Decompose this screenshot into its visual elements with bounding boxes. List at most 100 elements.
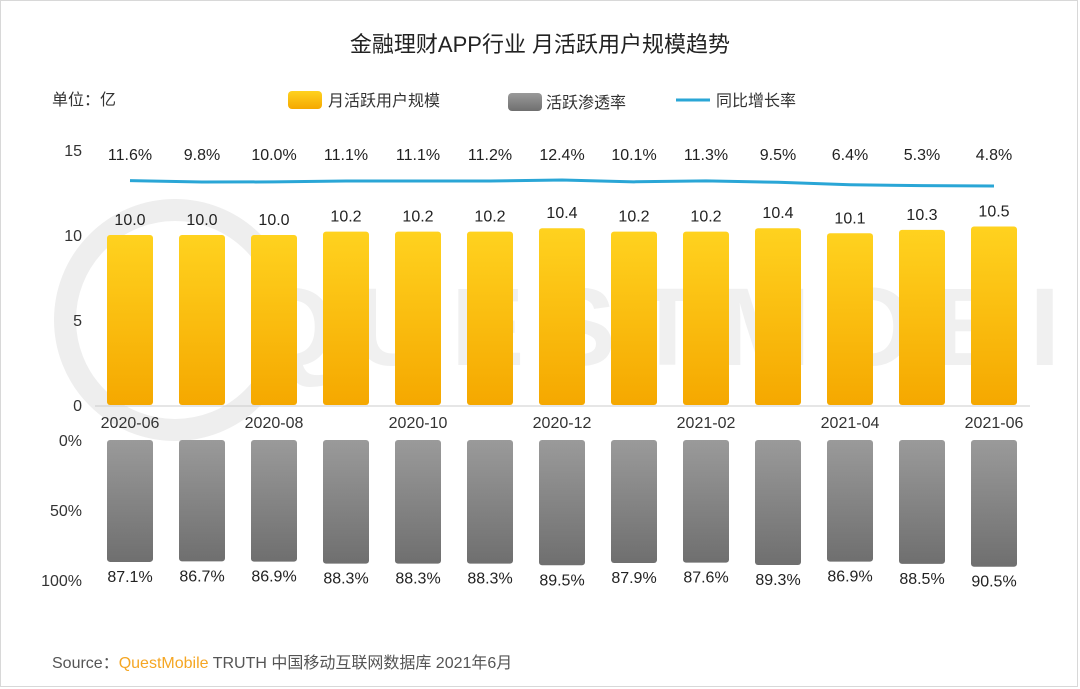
- mau-value-label: 10.3: [906, 207, 937, 224]
- penetration-value-label: 86.9%: [827, 569, 872, 586]
- penetration-value-label: 88.3%: [323, 571, 368, 588]
- mau-value-label: 10.2: [402, 209, 433, 226]
- yoy-polyline: [129, 178, 995, 188]
- legend: 月活跃用户规模 活跃渗透率 同比增长率: [288, 91, 796, 112]
- x-axis: 2020-06 2020-08 2020-10 2020-12 2021-02 2021-…: [95, 405, 1030, 432]
- source-rest: TRUTH 中国移动互联网数据库 2021年6月: [209, 654, 513, 672]
- mau-value-label: 10.0: [186, 212, 217, 229]
- mau-bar: [827, 233, 873, 405]
- yoy-value-label: 6.4%: [832, 147, 868, 164]
- mau-bars: [107, 226, 1017, 405]
- mau-bar: [251, 235, 297, 405]
- penetration-value-label: 88.3%: [467, 571, 512, 588]
- source-line: Source：QuestMobile TRUTH 中国移动互联网数据库 2021…: [52, 654, 512, 672]
- x-tick-label: 2020-08: [245, 415, 304, 432]
- top-y-axis: 0 5 10 15: [64, 143, 82, 415]
- top-y-tick: 5: [73, 313, 82, 330]
- penetration-bar: [179, 440, 225, 562]
- penetration-bar: [611, 440, 657, 564]
- mau-value-label: 10.2: [690, 209, 721, 226]
- unit-label: 单位：亿: [52, 91, 116, 109]
- penetration-bar: [899, 440, 945, 564]
- mau-bar: [611, 231, 657, 405]
- penetration-value-label: 87.9%: [611, 570, 656, 587]
- penetration-bar: [683, 440, 729, 563]
- x-tick-label: 2021-06: [965, 415, 1024, 432]
- mau-bar: [755, 228, 801, 405]
- yoy-line: [129, 178, 995, 188]
- penetration-value-label: 89.3%: [755, 572, 800, 589]
- x-tick-label: 2020-12: [533, 415, 592, 432]
- mau-bar: [971, 226, 1017, 405]
- penetration-bar: [827, 440, 873, 562]
- penetration-bar: [107, 440, 153, 562]
- penetration-bars: [107, 440, 1017, 567]
- top-y-tick: 10: [64, 228, 82, 245]
- penetration-bar: [755, 440, 801, 566]
- penetration-value-label: 90.5%: [971, 574, 1016, 591]
- penetration-bar: [323, 440, 369, 564]
- mau-bar: [323, 231, 369, 405]
- x-tick-label: 2021-04: [821, 415, 880, 432]
- yoy-value-labels: 11.6% 9.8% 10.0% 11.1% 11.1% 11.2% 12.4% 10.1% 1…: [108, 147, 1012, 164]
- mau-value-label: 10.2: [618, 209, 649, 226]
- x-tick-label: 2020-10: [389, 415, 448, 432]
- mau-value-label: 10.4: [762, 205, 793, 222]
- yoy-value-label: 11.2%: [468, 147, 512, 164]
- legend-label-penetration: 活跃渗透率: [546, 94, 626, 112]
- legend-label-yoy: 同比增长率: [716, 92, 796, 110]
- source-brand: QuestMobile: [119, 655, 209, 672]
- mau-value-label: 10.2: [474, 209, 505, 226]
- yoy-value-label: 4.8%: [976, 147, 1012, 164]
- legend-swatch-penetration: [508, 93, 542, 111]
- mau-bar: [539, 228, 585, 405]
- mau-bar: [467, 231, 513, 405]
- mau-bar: [107, 235, 153, 405]
- mau-value-label: 10.5: [978, 204, 1009, 221]
- top-y-tick: 0: [73, 398, 82, 415]
- top-y-tick: 15: [64, 143, 82, 160]
- penetration-value-labels: 87.1% 86.7% 86.9% 88.3% 88.3% 88.3% 89.5% 87.9%…: [107, 568, 1016, 590]
- bottom-y-tick: 0%: [59, 433, 82, 450]
- watermark-text: QUESTMOBILE: [250, 266, 1080, 389]
- yoy-value-label: 9.8%: [184, 147, 220, 164]
- yoy-value-label: 12.4%: [539, 147, 584, 164]
- penetration-value-label: 86.9%: [251, 569, 296, 586]
- penetration-bar: [539, 440, 585, 566]
- penetration-bar: [395, 440, 441, 564]
- yoy-value-label: 11.3%: [684, 147, 728, 164]
- mau-bar: [395, 231, 441, 405]
- mau-value-label: 10.4: [546, 205, 577, 222]
- penetration-value-label: 86.7%: [179, 568, 224, 585]
- penetration-value-label: 88.3%: [395, 571, 440, 588]
- mau-bar: [683, 231, 729, 405]
- penetration-value-label: 89.5%: [539, 572, 584, 589]
- yoy-value-label: 10.0%: [251, 147, 296, 164]
- penetration-value-label: 88.5%: [899, 571, 944, 588]
- x-tick-label: 2021-02: [677, 415, 736, 432]
- mau-value-label: 10.0: [114, 212, 145, 229]
- yoy-value-label: 5.3%: [904, 147, 940, 164]
- penetration-value-label: 87.6%: [683, 570, 728, 587]
- yoy-value-label: 11.1%: [324, 147, 368, 164]
- legend-swatch-mau: [288, 91, 322, 109]
- mau-value-label: 10.0: [258, 212, 289, 229]
- mau-value-label: 10.1: [834, 210, 865, 227]
- mau-bar: [179, 235, 225, 405]
- bottom-y-tick: 50%: [50, 503, 82, 520]
- x-tick-label: 2020-06: [101, 415, 160, 432]
- penetration-bar: [467, 440, 513, 564]
- legend-label-mau: 月活跃用户规模: [328, 92, 440, 110]
- mau-value-label: 10.2: [330, 209, 361, 226]
- penetration-value-label: 87.1%: [107, 569, 152, 586]
- yoy-value-label: 9.5%: [760, 147, 796, 164]
- chart-title: 金融理财APP行业 月活跃用户规模趋势: [350, 32, 730, 57]
- bottom-y-axis: 0% 50% 100%: [41, 433, 82, 590]
- mau-bar: [899, 229, 945, 405]
- mau-value-labels: 10.0 10.0 10.0 10.2 10.2 10.2 10.4 10.2 10.2 10.4…: [114, 204, 1009, 230]
- penetration-bar: [971, 440, 1017, 567]
- yoy-value-label: 11.6%: [108, 147, 152, 164]
- penetration-bar: [251, 440, 297, 562]
